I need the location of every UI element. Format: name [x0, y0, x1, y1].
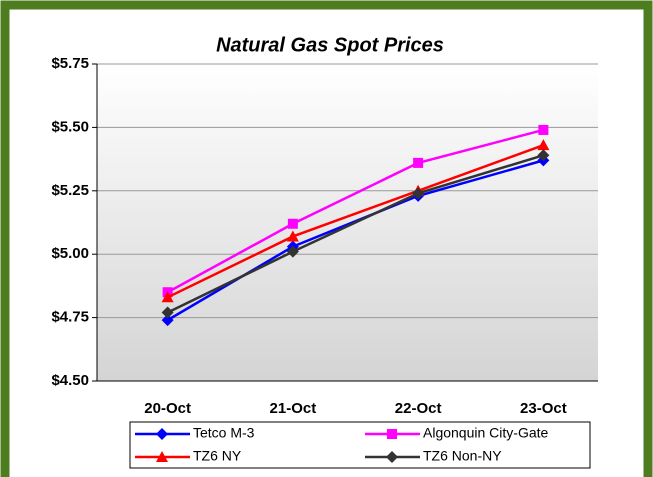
series-line [167, 143, 544, 299]
legend-label: Algonquin City-Gate [423, 425, 549, 441]
chart-title: Natural Gas Spot Prices [216, 34, 444, 56]
x-tick-label: 23-Oct [520, 400, 567, 417]
series-line [167, 128, 544, 294]
marker [287, 218, 298, 229]
marker [161, 314, 174, 327]
marker [413, 157, 424, 168]
marker [156, 428, 168, 440]
x-tick-label: 20-Oct [144, 400, 191, 417]
marker [161, 306, 174, 319]
y-tick-label: $5.75 [51, 55, 89, 72]
marker [286, 245, 299, 258]
marker [156, 451, 168, 462]
series-line [167, 154, 544, 314]
legend-label: TZ6 Non-NY [423, 448, 502, 464]
marker [161, 291, 174, 303]
marker [412, 187, 425, 200]
marker [538, 124, 549, 135]
marker [387, 429, 397, 439]
legend-label: Tetco M-3 [193, 425, 255, 441]
y-tick-label: $4.75 [51, 309, 89, 326]
legend-label: TZ6 NY [193, 448, 242, 464]
marker [537, 139, 550, 151]
y-tick-label: $5.25 [51, 182, 89, 199]
marker [386, 451, 398, 463]
legend [129, 421, 591, 469]
x-tick-label: 21-Oct [270, 400, 317, 417]
y-tick-label: $5.50 [51, 118, 89, 135]
y-tick-label: $4.50 [51, 372, 89, 389]
marker [537, 149, 550, 162]
plot-area [97, 64, 598, 381]
marker [286, 230, 299, 242]
x-tick-label: 22-Oct [395, 400, 442, 417]
y-tick-label: $5.00 [51, 245, 89, 262]
